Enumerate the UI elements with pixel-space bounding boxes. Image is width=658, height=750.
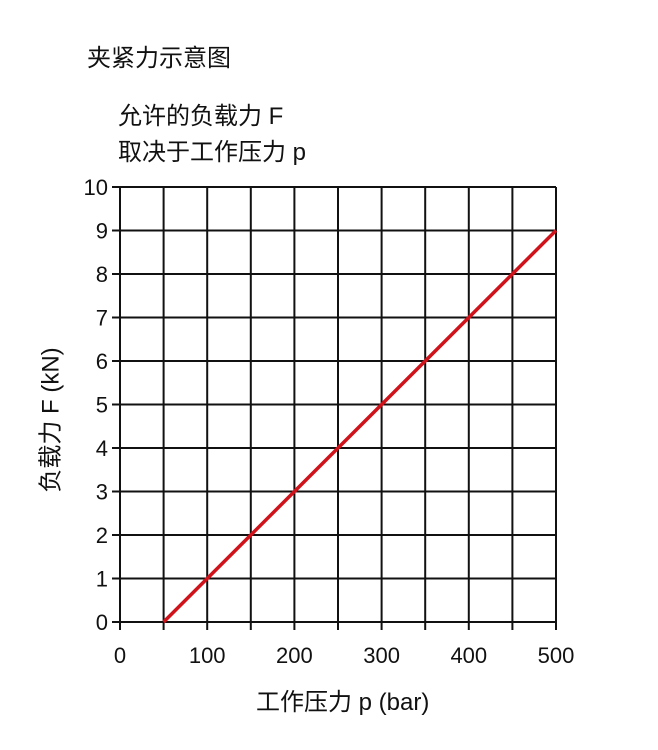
y-tick-label: 5	[96, 393, 108, 418]
y-tick-label: 2	[96, 523, 108, 548]
x-tick-label: 0	[114, 643, 126, 668]
y-tick-label: 4	[96, 436, 108, 461]
x-tick-label: 100	[189, 643, 226, 668]
x-tick-label: 500	[538, 643, 575, 668]
y-tick-label: 7	[96, 306, 108, 331]
x-tick-label: 200	[276, 643, 313, 668]
y-tick-label: 6	[96, 349, 108, 374]
chart-subtitle-line-2: 取决于工作压力 p	[118, 139, 307, 166]
y-tick-label: 0	[96, 610, 108, 635]
x-tick-label: 300	[363, 643, 400, 668]
y-tick-label: 3	[96, 480, 108, 505]
y-tick-label: 10	[84, 175, 108, 200]
y-tick-label: 9	[96, 219, 108, 244]
series-line	[162, 229, 558, 624]
x-axis-label: 工作压力 p (bar)	[256, 689, 430, 716]
y-tick-label: 8	[96, 262, 108, 287]
x-tick-label: 400	[450, 643, 487, 668]
chart-title: 夹紧力示意图	[87, 45, 231, 72]
chart-subtitle-line-1: 允许的负载力 F	[118, 103, 284, 130]
y-tick-label: 1	[96, 567, 108, 592]
